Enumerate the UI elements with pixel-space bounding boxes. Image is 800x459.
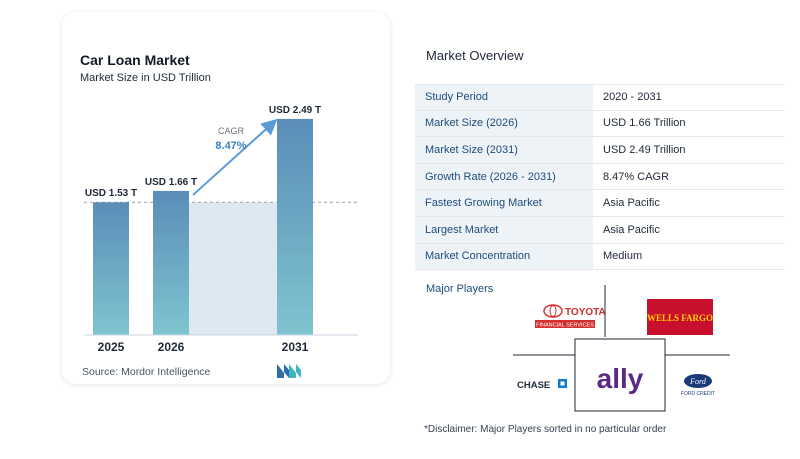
- chart-card: Car Loan Market Market Size in USD Trill…: [62, 12, 390, 384]
- row-label: Largest Market: [415, 216, 593, 243]
- overview-title: Market Overview: [426, 48, 524, 63]
- row-label: Market Size (2031): [415, 137, 593, 163]
- table-row: Fastest Growing Market Asia Pacific: [415, 190, 785, 217]
- chase-label: CHASE: [517, 380, 550, 391]
- row-value: 8.47% CAGR: [603, 170, 670, 183]
- disclaimer-text: *Disclaimer: Major Players sorted in no …: [424, 424, 667, 435]
- major-players-title: Major Players: [426, 283, 494, 295]
- ford-sub-label: FORD CREDIT: [681, 391, 715, 397]
- ally-box: [574, 338, 666, 412]
- row-value: USD 2.49 Trillion: [603, 143, 686, 156]
- bar-value-label: USD 1.53 T: [85, 188, 137, 199]
- cagr-shaded-area: [189, 202, 277, 335]
- source-text: Source: Mordor Intelligence: [82, 366, 211, 378]
- toyota-sub-label: FINANCIAL SERVICES: [536, 323, 594, 329]
- chart-subtitle: Market Size in USD Trillion: [80, 72, 211, 84]
- row-label: Growth Rate (2026 - 2031): [415, 163, 593, 190]
- major-players-logos: TOYOTA FINANCIAL SERVICES WELLS FARGO al…: [513, 285, 730, 412]
- ally-logo: ally: [597, 363, 644, 394]
- ford-logo: Ford FORD CREDIT: [681, 374, 715, 397]
- table-row: Growth Rate (2026 - 2031) 8.47% CAGR: [415, 163, 785, 191]
- x-tick-label: 2031: [282, 340, 309, 354]
- cagr-arrow: [192, 118, 278, 196]
- row-label: Market Concentration: [415, 243, 593, 270]
- chase-logo: CHASE: [517, 379, 567, 391]
- table-row: Market Size (2026) USD 1.66 Trillion: [415, 110, 785, 138]
- toyota-logo: TOYOTA FINANCIAL SERVICES: [535, 304, 606, 329]
- cagr-value: 8.47%: [215, 140, 246, 152]
- row-value: Medium: [603, 250, 643, 263]
- table-row: Market Concentration Medium: [415, 243, 785, 271]
- row-label: Fastest Growing Market: [415, 190, 593, 216]
- mordor-logo-icon: [277, 364, 301, 378]
- chart-title: Car Loan Market: [80, 52, 190, 68]
- table-row: Largest Market Asia Pacific: [415, 216, 785, 244]
- ford-label: Ford: [689, 377, 707, 386]
- bar: [277, 118, 313, 336]
- row-value: 2020 - 2031: [603, 91, 662, 104]
- table-row: Market Size (2031) USD 2.49 Trillion: [415, 137, 785, 164]
- bar: [153, 190, 189, 335]
- bar-value-label: USD 1.66 T: [145, 177, 197, 188]
- row-label: Market Size (2026): [415, 110, 593, 137]
- x-tick-label: 2025: [98, 340, 125, 354]
- row-value: Asia Pacific: [603, 223, 660, 236]
- row-value: USD 1.66 Trillion: [603, 117, 686, 130]
- wells-fargo-logo: WELLS FARGO: [647, 299, 713, 335]
- overview-table: Study Period 2020 - 2031 Market Size (20…: [415, 84, 785, 271]
- x-tick-label: 2026: [158, 340, 185, 354]
- toyota-label: TOYOTA: [565, 307, 606, 318]
- bar-value-label: USD 2.49 T: [269, 105, 321, 116]
- row-value: Asia Pacific: [603, 197, 660, 210]
- bar-chart: USD 1.53 T 2025 USD 1.66 T 2026 USD 2.49 T 20…: [84, 105, 358, 354]
- table-row: Study Period 2020 - 2031: [415, 84, 785, 111]
- cagr-label: CAGR: [218, 126, 245, 136]
- wells-fargo-label: WELLS FARGO: [647, 313, 713, 323]
- row-label: Study Period: [415, 85, 593, 110]
- bar: [93, 202, 129, 335]
